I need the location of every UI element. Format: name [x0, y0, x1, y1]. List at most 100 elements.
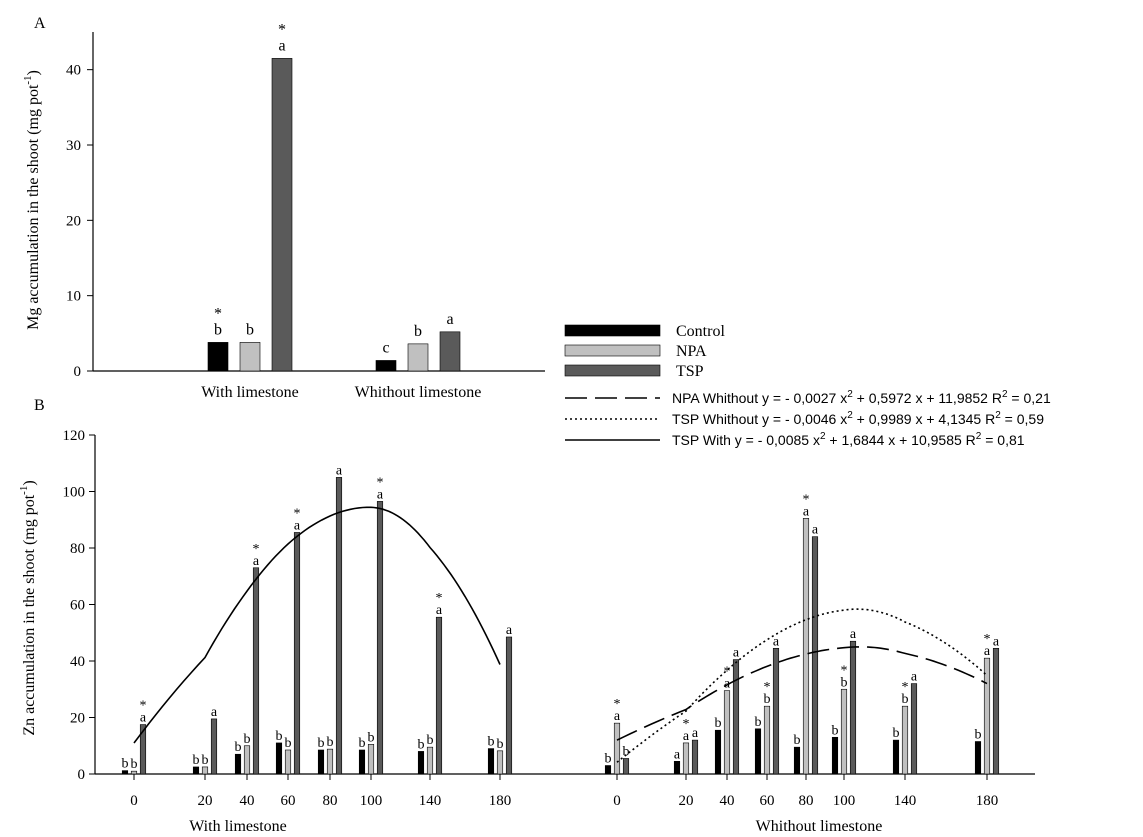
- panel-b-bar: [682, 742, 690, 775]
- panel-b-bar-letter: a: [674, 747, 681, 762]
- panel-b-y-tick-label: 60: [70, 598, 85, 614]
- legend-label: NPA: [676, 343, 707, 360]
- panel-b-bar: [892, 739, 900, 775]
- panel-b-bar-letter: b: [131, 757, 138, 772]
- legend-curve-equation: TSP Whithout y = - 0,0046 x2 + 0,9989 x …: [672, 410, 1044, 427]
- panel-b-bar-letter: b: [276, 729, 283, 744]
- panel-a-ylabel-main: Mg accumulation in the shoot (mg pot: [25, 84, 42, 330]
- panel-b-bar-letter: b: [235, 740, 242, 755]
- panel-b-x-tick-labels: 0 20 40 60 80 100 140 180 0 20 40 60 80 100 140 180: [130, 793, 998, 809]
- panel-b-bar: [763, 705, 771, 775]
- panel-b-bar-letter: a: [984, 644, 991, 659]
- panel-b-bar-star: *: [724, 665, 731, 680]
- panel-b-bar: [487, 748, 495, 775]
- panel-b-fitted-curve: [616, 608, 988, 763]
- panel-b-bar-letter: a: [692, 726, 699, 741]
- panel-b-x-tick-label: 40: [240, 793, 255, 809]
- panel-a-y-tick-label: 20: [66, 213, 81, 229]
- panel-b-axes: 0 20 40 60 80 100 120: [63, 428, 1035, 783]
- legend-swatch: [564, 324, 661, 337]
- panel-b-x-tick-label: 0: [613, 793, 621, 809]
- legend-curve-equation: TSP With y = - 0,0085 x2 + 1,6844 x + 10…: [672, 431, 1025, 448]
- panel-b-bar: [901, 705, 909, 775]
- panel-b-bar: [849, 640, 857, 775]
- panel-b-bar-letter: a: [683, 729, 690, 744]
- panel-b-bar: [234, 753, 242, 775]
- panel-b-bar: [793, 746, 801, 775]
- panel-b-ylabel-close: ): [21, 480, 38, 485]
- panel-b-bar: [201, 766, 209, 775]
- panel-b-bar-star: *: [140, 699, 147, 714]
- panel-b-x-tick-label: 180: [489, 793, 512, 809]
- panel-b-bar-letter: a: [253, 554, 260, 569]
- panel-b-bar: [772, 647, 780, 775]
- panel-a-bar-letter: c: [382, 339, 389, 356]
- panel-b-bar-letter: b: [368, 730, 375, 745]
- panel-b-bar-letter: a: [140, 711, 147, 726]
- panel-b-bar: [139, 724, 147, 775]
- panel-b-bar-star: *: [294, 506, 301, 521]
- panel-b-bar-letter: b: [427, 733, 434, 748]
- panel-b-x-tick-label: 100: [360, 793, 383, 809]
- panel-b-bar: [317, 749, 325, 775]
- panel-a-category-label: With limestone: [201, 384, 299, 401]
- panel-a-bar: [407, 343, 429, 372]
- panel-b-bar: [326, 748, 334, 775]
- panel-a-y-tick-label: 0: [74, 364, 82, 380]
- panel-b-bar: [505, 636, 513, 775]
- panel-b-bar-letter: b: [327, 735, 334, 750]
- panel-b-bar-letter: a: [377, 487, 384, 502]
- panel-b-x-tick-label: 60: [760, 793, 775, 809]
- legend-label: TSP: [676, 363, 704, 380]
- panel-b-x-tick-label: 80: [799, 793, 814, 809]
- panel-b-bar: [691, 739, 699, 775]
- panel-b-bar: [802, 518, 810, 775]
- panel-a-y-tick-label: 40: [66, 63, 81, 79]
- panel-b-bar: [435, 616, 443, 775]
- panel-a-bar-letter: b: [214, 321, 222, 338]
- panel-b-bar-letter: b: [202, 753, 209, 768]
- legend: Control NPA TSP NPA Whithout y = - 0,0027 x…: [564, 323, 1051, 448]
- legend-swatch: [564, 344, 661, 357]
- panel-a-axes: 0 10 20 30 40: [66, 32, 545, 380]
- legend-swatch: [564, 364, 661, 377]
- panel-b-bar-letter: b: [902, 692, 909, 707]
- panel-a-bar-labels: b*ba*cba: [214, 21, 454, 356]
- panel-b-bar-letter: b: [497, 737, 504, 752]
- panel-b-bars: [121, 477, 1000, 775]
- panel-b-bar-letter: b: [418, 737, 425, 752]
- panel-b-bar-star: *: [902, 680, 909, 695]
- panel-b-bar: [840, 688, 848, 775]
- panel-b-bar-letter: b: [318, 736, 325, 751]
- panel-b-bar: [252, 567, 260, 775]
- panel-a-bar-star: *: [278, 21, 286, 38]
- panel-a-ylabel-close: ): [25, 70, 42, 75]
- panel-b-bar-letter: b: [122, 757, 129, 772]
- panel-a-y-tick-label: 30: [66, 138, 81, 154]
- panel-b-bar: [367, 744, 375, 775]
- panel-b-bar: [622, 758, 630, 775]
- panel-b-bar-letter: b: [832, 723, 839, 738]
- panel-b-bar: [358, 749, 366, 775]
- panel-b-bar: [376, 501, 384, 775]
- panel-b-ylabel-main: Zn accumulation in the shoot (mg pot: [21, 494, 38, 735]
- panel-a-category-label: Whithout limestone: [355, 384, 482, 401]
- panel-b-bar-star: *: [377, 475, 384, 490]
- panel-b-bar-letter: a: [850, 627, 857, 642]
- panel-b-bar-letter: a: [993, 634, 1000, 649]
- panel-a-bar: [207, 342, 229, 372]
- legend-curve-equation: NPA Whithout y = - 0,0027 x2 + 0,5972 x …: [672, 389, 1051, 406]
- panel-b-bar-letter: a: [733, 646, 740, 661]
- panel-b-y-tick-label: 120: [63, 428, 86, 444]
- panel-a-bar: [375, 360, 397, 372]
- panel-b-bar-letter: b: [794, 733, 801, 748]
- panel-b-bar-letter: a: [211, 705, 218, 720]
- panel-b-bar-star: *: [614, 697, 621, 712]
- panel-a-y-axis-title: Mg accumulation in the shoot (mg pot-1): [22, 70, 42, 330]
- panel-b-bar-letter: b: [623, 744, 630, 759]
- panel-a-bar-star: *: [214, 305, 222, 322]
- panel-b-bar: [121, 770, 129, 775]
- panel-b-x-tick-label: 180: [976, 793, 999, 809]
